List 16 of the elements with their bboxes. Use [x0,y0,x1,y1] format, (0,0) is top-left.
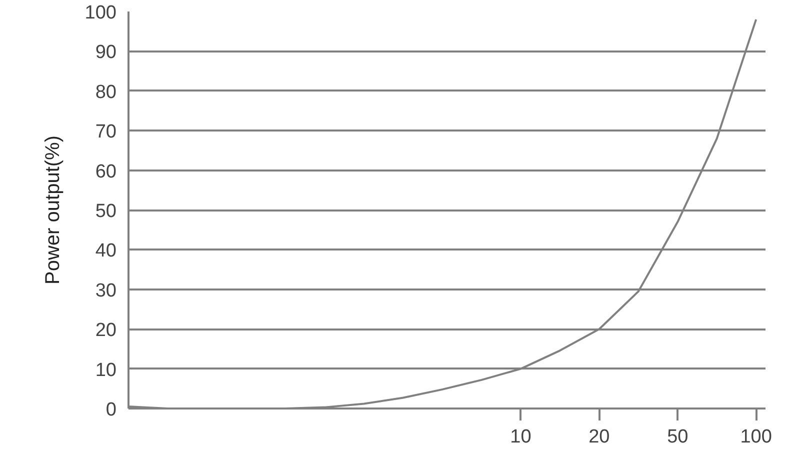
x-tick-label: 10 [510,426,532,448]
y-tick-label: 10 [95,360,117,381]
x-tick-label: 100 [740,426,772,448]
y-tick-label: 0 [106,400,117,420]
y-tick-label: 70 [95,122,117,143]
y-tick-label: 60 [95,161,117,182]
y-axis-title: Power output(%) [42,136,64,284]
y-tick-label: 20 [95,320,117,342]
x-tick-label: 20 [588,426,610,448]
y-tick-label: 40 [95,240,117,262]
y-tick-label: 90 [95,42,117,64]
y-tick-label: 100 [84,2,116,24]
y-tick-label: 50 [95,201,117,222]
y-tick-label: 30 [95,280,117,302]
y-tick-label: 80 [95,82,117,103]
x-tick-label: 50 [667,426,688,448]
